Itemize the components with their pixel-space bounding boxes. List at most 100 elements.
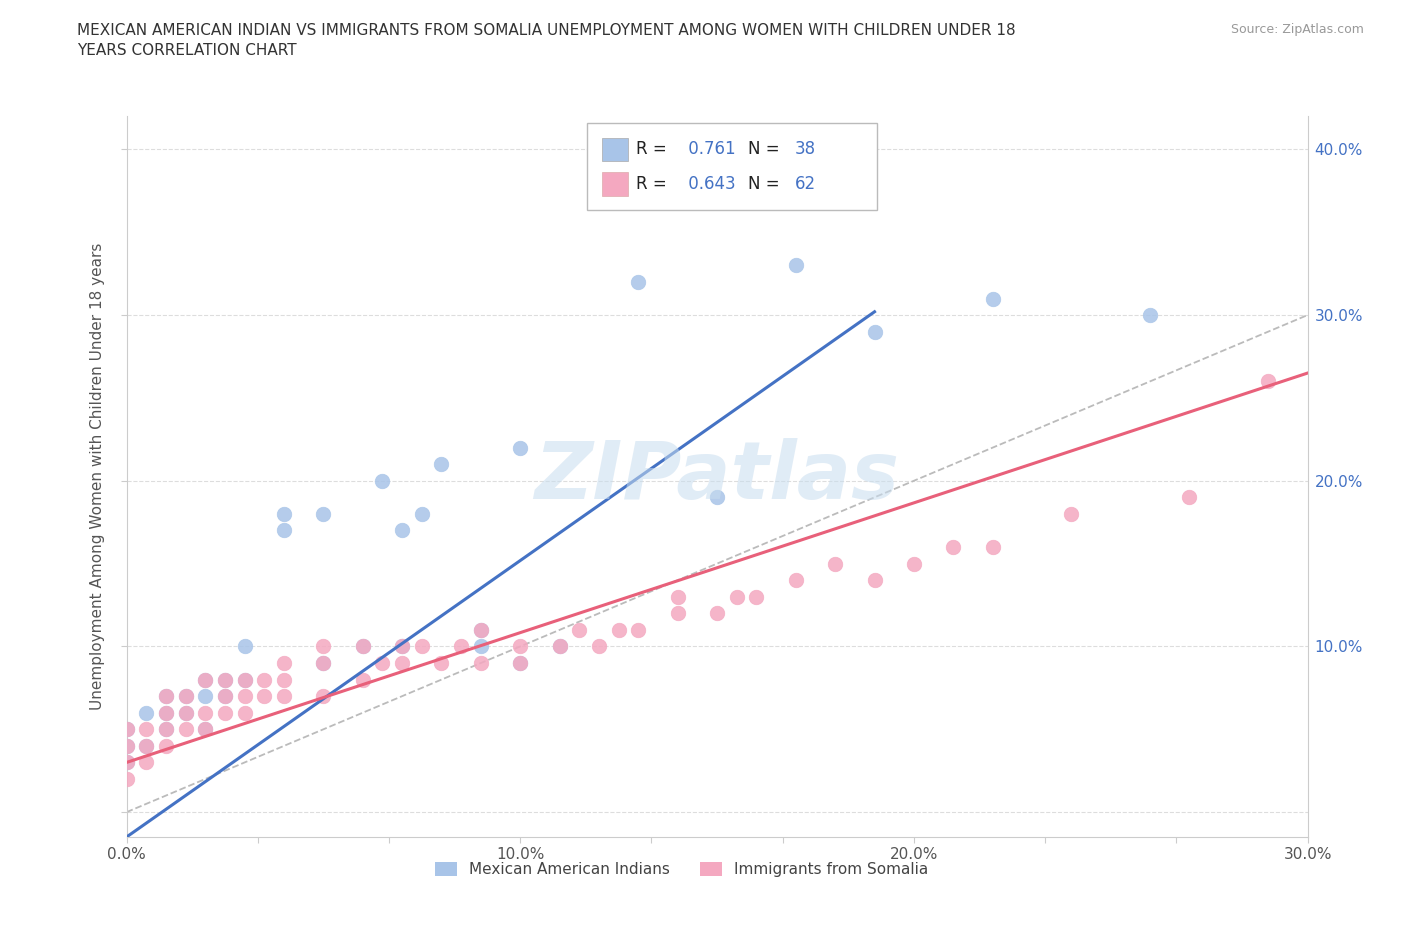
Point [548,639,571,654]
Point [233,639,256,654]
Point [470,622,492,637]
Point [430,457,453,472]
Point [115,772,138,787]
Text: ZIPatlas: ZIPatlas [534,438,900,515]
Point [233,672,256,687]
Point [371,656,394,671]
Point [273,523,295,538]
Text: Source: ZipAtlas.com: Source: ZipAtlas.com [1230,23,1364,36]
Point [135,722,157,737]
Point [430,656,453,671]
Legend: Mexican American Indians, Immigrants from Somalia: Mexican American Indians, Immigrants fro… [429,856,934,884]
Point [942,539,965,554]
Point [391,639,413,654]
Point [607,622,630,637]
Point [253,672,276,687]
Text: N =: N = [748,175,779,193]
Point [115,738,138,753]
Point [470,622,492,637]
Point [214,689,236,704]
Point [470,639,492,654]
Point [509,440,531,455]
Point [155,689,177,704]
Bar [603,138,628,161]
Point [214,672,236,687]
Point [312,639,335,654]
Point [273,689,295,704]
Point [666,605,689,620]
Point [1139,308,1161,323]
Point [312,656,335,671]
Point [155,738,177,753]
Text: 38: 38 [794,140,815,158]
Point [1060,507,1083,522]
Point [1257,374,1279,389]
Point [391,656,413,671]
Point [273,672,295,687]
Point [214,689,236,704]
Point [155,705,177,720]
Point [233,705,256,720]
Point [135,738,157,753]
Point [214,672,236,687]
Point [115,755,138,770]
Point [273,507,295,522]
Text: N =: N = [748,140,779,158]
Point [135,755,157,770]
Point [352,672,374,687]
Point [725,590,748,604]
Point [135,705,157,720]
Point [745,590,768,604]
Point [824,556,846,571]
Point [233,672,256,687]
Point [194,672,217,687]
Point [253,689,276,704]
Point [411,507,433,522]
Point [627,622,650,637]
Point [450,639,472,654]
Point [352,639,374,654]
Point [273,656,295,671]
Text: 0.643: 0.643 [683,175,735,193]
Point [312,656,335,671]
Point [233,689,256,704]
Point [115,755,138,770]
Point [1178,490,1201,505]
Point [174,705,197,720]
Point [863,325,886,339]
Point [214,705,236,720]
Point [115,738,138,753]
Point [509,656,531,671]
Point [391,523,413,538]
Point [194,689,217,704]
Text: 62: 62 [794,175,815,193]
Point [312,507,335,522]
Point [981,291,1004,306]
Y-axis label: Unemployment Among Women with Children Under 18 years: Unemployment Among Women with Children U… [90,243,105,711]
Point [174,705,197,720]
Point [194,722,217,737]
Point [627,274,650,289]
Point [588,639,610,654]
Point [115,722,138,737]
Point [155,722,177,737]
Point [863,573,886,588]
Point [509,656,531,671]
Point [706,605,728,620]
Point [135,738,157,753]
Point [312,689,335,704]
Point [706,490,728,505]
Text: R =: R = [636,175,666,193]
FancyBboxPatch shape [588,124,876,210]
Point [785,573,807,588]
Point [194,672,217,687]
Point [155,689,177,704]
Point [155,705,177,720]
Point [371,473,394,488]
Point [470,656,492,671]
Point [411,639,433,654]
Text: MEXICAN AMERICAN INDIAN VS IMMIGRANTS FROM SOMALIA UNEMPLOYMENT AMONG WOMEN WITH: MEXICAN AMERICAN INDIAN VS IMMIGRANTS FR… [77,23,1017,58]
Text: R =: R = [636,140,666,158]
Point [568,622,591,637]
Point [981,539,1004,554]
